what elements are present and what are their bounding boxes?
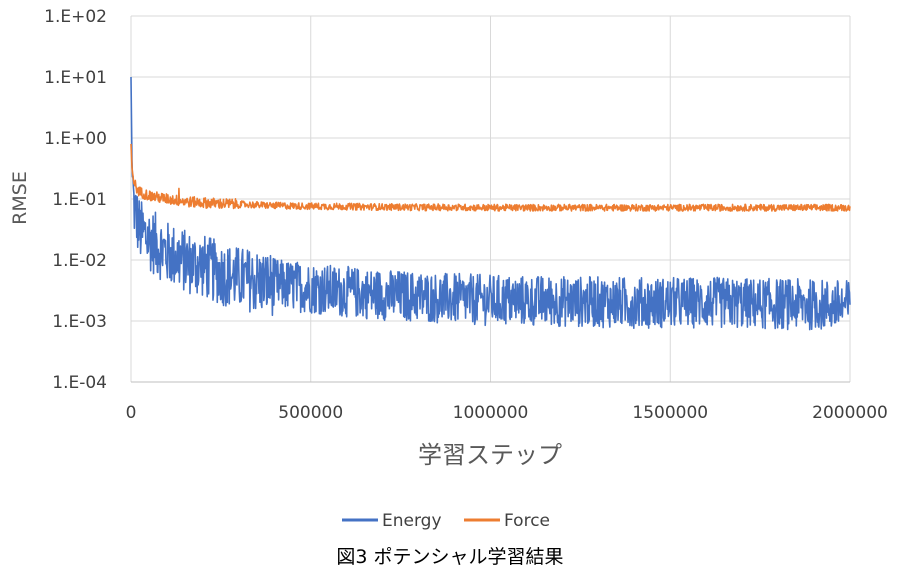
- y-tick-label: 1.E-02: [52, 251, 107, 271]
- y-tick-label: 1.E-04: [52, 373, 107, 393]
- grid: [130, 15, 851, 383]
- x-tick-label: 1500000: [632, 403, 708, 423]
- legend-label-energy: Energy: [382, 511, 442, 531]
- x-tick-label: 0: [126, 403, 137, 423]
- y-tick-label: 1.E-03: [52, 312, 107, 332]
- x-axis-title: 学習ステップ: [418, 441, 562, 469]
- x-tick-label: 500000: [278, 403, 343, 423]
- legend-label-force: Force: [504, 511, 550, 531]
- y-tick-label: 1.E-01: [52, 190, 107, 210]
- y-axis-title: RMSE: [9, 171, 31, 225]
- series-line-force: [130, 143, 851, 212]
- x-axis: 0 500000 1000000 1500000 2000000: [126, 403, 888, 423]
- legend: Energy Force: [342, 511, 550, 531]
- y-tick-label: 1.E+00: [44, 129, 107, 149]
- series-layer: [130, 76, 851, 331]
- y-tick-label: 1.E+01: [44, 68, 107, 88]
- y-tick-label: 1.E+02: [44, 7, 107, 27]
- x-tick-label: 2000000: [812, 403, 888, 423]
- figure-caption: 図3 ポテンシャル学習結果: [336, 546, 563, 568]
- series-line-energy: [130, 76, 851, 331]
- y-axis: 1.E-04 1.E-03 1.E-02 1.E-01 1.E+00 1.E+01 1.E+…: [44, 7, 107, 393]
- x-tick-label: 1000000: [453, 403, 529, 423]
